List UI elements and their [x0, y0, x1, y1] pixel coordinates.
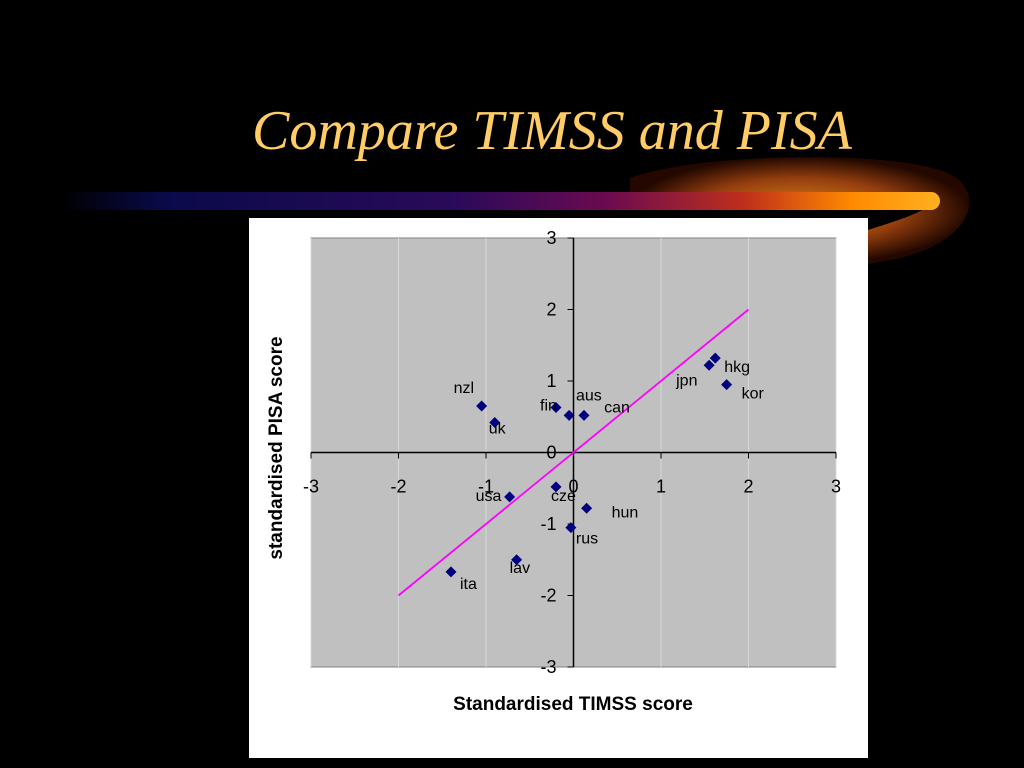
- data-point-cze: [550, 481, 562, 493]
- x-tick-label: 3: [831, 477, 841, 497]
- x-tick-label: -2: [390, 477, 406, 497]
- y-tick-label: 3: [546, 228, 556, 248]
- x-tick-label: -1: [478, 477, 494, 497]
- x-tick-label: 2: [743, 477, 753, 497]
- x-tick-label: 0: [568, 477, 578, 497]
- data-label-nzl: nzl: [454, 380, 474, 397]
- y-tick-label: 2: [546, 300, 556, 320]
- data-label-jpn: jpn: [675, 372, 697, 389]
- data-label-uk: uk: [489, 420, 507, 437]
- y-tick-label: -2: [540, 586, 556, 606]
- y-tick-label: -3: [540, 657, 556, 677]
- data-point-lav: [511, 554, 523, 566]
- tick-labels: -3 -2 -1 0 1 2 3 3 2 1 0 -1 -2 -3: [303, 228, 841, 677]
- data-point-hkg: [709, 352, 721, 364]
- data-label-hkg: hkg: [724, 359, 750, 376]
- data-label-hun: hun: [612, 504, 639, 521]
- slide-title: Compare TIMSS and PISA: [252, 100, 852, 162]
- data-label-lav: lav: [510, 560, 530, 577]
- y-tick-label: 1: [546, 371, 556, 391]
- y-axis-title: standardised PISA score: [266, 336, 287, 560]
- data-point-can: [563, 409, 575, 421]
- y-tick-label: 0: [546, 443, 556, 463]
- reference-line: [397, 308, 750, 597]
- reference-line-layer: [397, 308, 750, 597]
- data-point-jpn: [703, 359, 715, 371]
- data-label-cze: cze: [551, 488, 576, 505]
- data-label-ita: ita: [460, 576, 477, 593]
- data-point-kor: [721, 379, 733, 391]
- data-point-rus: [565, 522, 577, 534]
- data-label-can: can: [604, 399, 630, 416]
- data-point-fin: [550, 401, 562, 413]
- data-label-rus: rus: [576, 531, 598, 548]
- data-point-nzl: [476, 400, 488, 412]
- data-point-usa: [504, 491, 516, 503]
- data-point-aus: [578, 409, 590, 421]
- data-point-uk: [489, 416, 501, 428]
- x-tick-label: -3: [303, 477, 319, 497]
- x-axis-title: Standardised TIMSS score: [453, 694, 693, 715]
- data-label-kor: kor: [742, 386, 765, 403]
- data-point-hun: [581, 502, 593, 514]
- data-label-usa: usa: [476, 488, 502, 505]
- x-tick-label: 1: [656, 477, 666, 497]
- data-label-aus: aus: [576, 387, 602, 404]
- y-tick-label: -1: [540, 514, 556, 534]
- data-label-fin: fin: [540, 397, 557, 414]
- title-swoosh-decoration: [60, 157, 970, 264]
- data-point-ita: [445, 566, 457, 578]
